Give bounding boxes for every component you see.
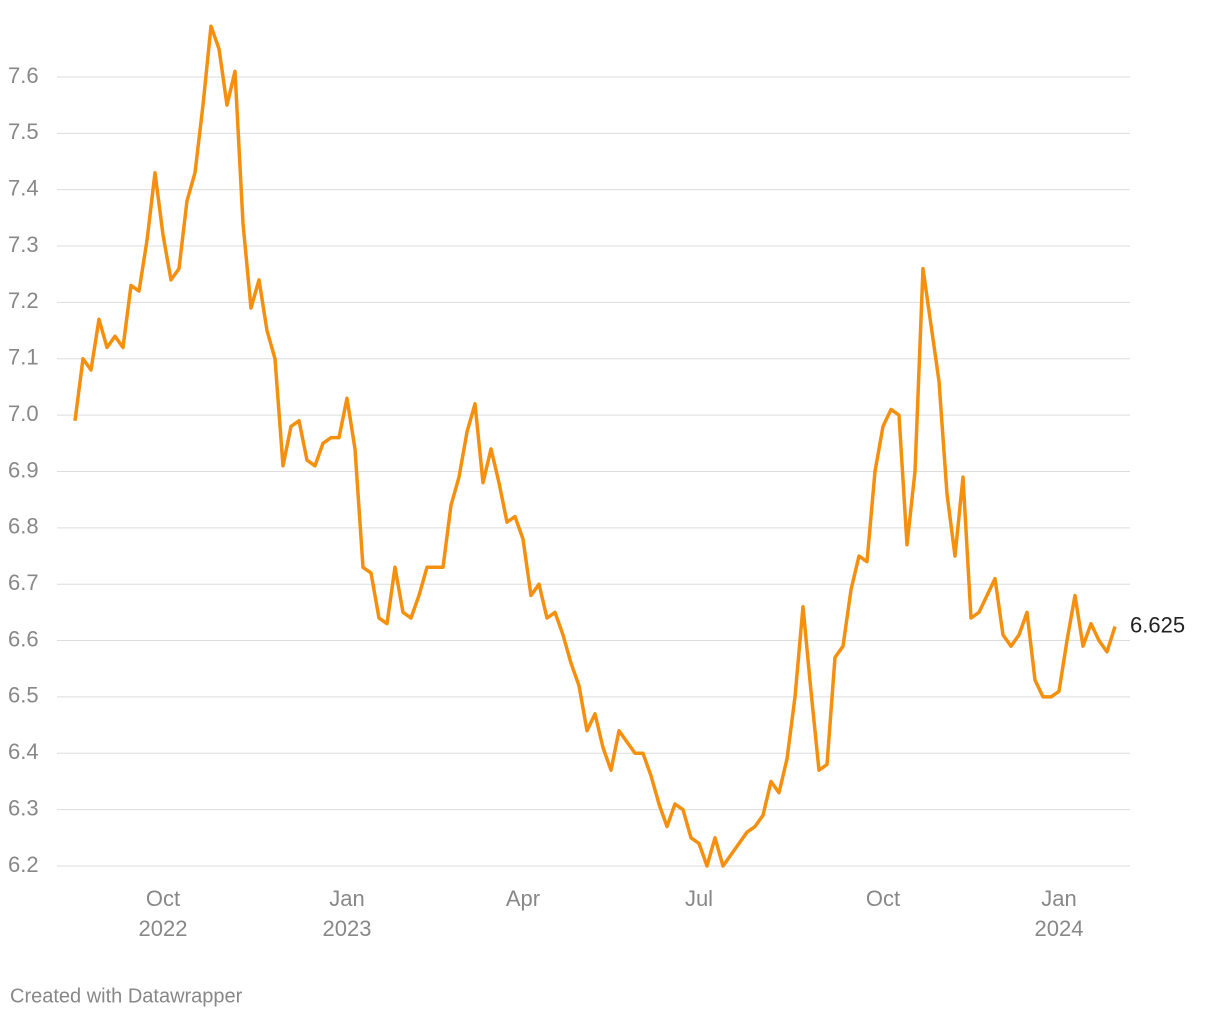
y-tick-label: 7.5 [8,119,39,144]
y-tick-label: 7.0 [8,401,39,426]
x-tick-label: Jan 2024 [1035,886,1084,941]
x-tick-label: Jul [685,886,713,911]
y-tick-label: 7.3 [8,232,39,257]
y-tick-label: 6.2 [8,852,39,877]
y-tick-label: 7.6 [8,63,39,88]
y-tick-label: 7.2 [8,288,39,313]
credit: Created with Datawrapper [10,985,243,1007]
y-tick-label: 6.9 [8,457,39,482]
y-tick-label: 7.1 [8,345,39,370]
line [73,24,1117,868]
y-tick-label: 6.7 [8,570,39,595]
x-tick-label: Oct [866,886,900,911]
value-label: 6.625 [1130,612,1185,637]
y-tick-label: 6.6 [8,626,39,651]
y-tick-label: 7.4 [8,175,39,200]
y-tick-label: 6.5 [8,683,39,708]
y-tick-label: 6.4 [8,739,39,764]
x-tick-label: Apr [506,886,540,911]
x-tick-label: Oct 2022 [139,886,188,941]
x-tick-label: Jan 2023 [323,886,372,941]
y-tick-label: 6.3 [8,795,39,820]
y-tick-label: 6.8 [8,514,39,539]
